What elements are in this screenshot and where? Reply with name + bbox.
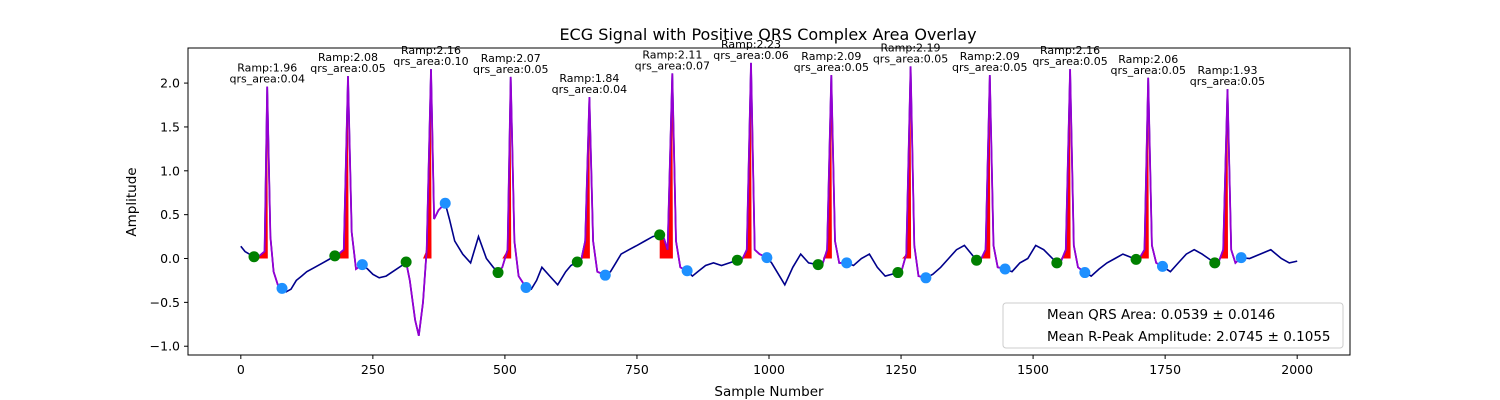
- qrs-area-label-3: qrs_area:0.10: [393, 55, 468, 68]
- x-tick-label-750: 750: [625, 362, 649, 377]
- q-point-11: [1051, 257, 1063, 269]
- legend-entry-qrs-area: Mean QRS Area: 0.0539 ± 0.0146: [1047, 307, 1275, 323]
- s-point-7: [761, 252, 773, 264]
- ecg-signal-line: [240, 62, 1298, 336]
- qrs-area-label-12: qrs_area:0.05: [1111, 64, 1186, 77]
- s-point-4: [520, 281, 532, 293]
- q-point-3: [400, 256, 412, 268]
- qrs-area-fill-4: [498, 76, 512, 259]
- qrs-area-label-6: qrs_area:0.07: [635, 59, 710, 72]
- ramp-label-2: Ramp:2.08: [318, 51, 378, 64]
- s-point-2: [356, 259, 368, 271]
- plot-area: [240, 62, 1298, 336]
- x-axis-label: Sample Number: [714, 384, 824, 400]
- ramp-label-11: Ramp:2.16: [1040, 44, 1100, 57]
- y-tick-label-4: 1.0: [160, 163, 180, 178]
- ramp-label-8: Ramp:2.09: [801, 50, 861, 63]
- qrs-area-label-11: qrs_area:0.05: [1032, 55, 1107, 68]
- x-tick-label-1000: 1000: [753, 362, 785, 377]
- qrs-area-label-10: qrs_area:0.05: [952, 61, 1027, 74]
- qrs-area-label-5: qrs_area:0.04: [552, 83, 627, 96]
- x-axis: 0 250 500 750 1000 1250 1500 1750 2000: [237, 355, 1313, 377]
- s-point-1: [276, 282, 288, 294]
- ramp-label-5: Ramp:1.84: [559, 72, 619, 85]
- y-tick-label-1: −0.5: [150, 295, 180, 310]
- y-axis-label: Amplitude: [124, 167, 140, 236]
- qrs-area-fill-3: [406, 69, 432, 259]
- legend-box: [1002, 302, 1344, 349]
- qrs-segment-11: [1056, 69, 1086, 274]
- ramp-label-1: Ramp:1.96: [237, 62, 297, 75]
- y-tick-label-5: 1.5: [160, 119, 180, 134]
- qrs-area-fill-6: [659, 73, 673, 259]
- s-point-10: [999, 263, 1011, 275]
- q-point-5: [571, 256, 583, 268]
- beat-annotations: Ramp:1.96qrs_area:0.04Ramp:2.08qrs_area:…: [229, 38, 1265, 96]
- qrs-area-fill-1: [254, 86, 268, 259]
- qrs-area-label-8: qrs_area:0.05: [794, 61, 869, 74]
- legend-entry-r-peak: Mean R-Peak Amplitude: 2.0745 ± 0.1055: [1047, 329, 1331, 345]
- s-point-11: [1079, 267, 1091, 279]
- legend: Mean QRS Area: 0.0539 ± 0.0146 Mean R-Pe…: [1002, 302, 1344, 349]
- qrs-segment-3: [405, 69, 446, 336]
- ramp-label-10: Ramp:2.09: [960, 50, 1020, 63]
- q-point-13: [1209, 257, 1221, 269]
- q-point-2: [329, 250, 341, 262]
- qrs-segment-5: [576, 97, 606, 277]
- qrs-area-label-2: qrs_area:0.05: [310, 62, 385, 75]
- s-point-5: [599, 269, 611, 281]
- s-point-13: [1235, 252, 1247, 264]
- x-tick-label-250: 250: [361, 362, 385, 377]
- ramp-label-6: Ramp:2.11: [642, 48, 702, 61]
- x-tick-label-1500: 1500: [1017, 362, 1049, 377]
- qrs-segment-9: [897, 66, 927, 279]
- s-point-12: [1156, 260, 1168, 272]
- ramp-label-3: Ramp:2.16: [401, 44, 461, 57]
- s-point-9: [920, 272, 932, 284]
- x-tick-label-500: 500: [493, 362, 517, 377]
- x-tick-label-1750: 1750: [1149, 362, 1181, 377]
- ramp-label-4: Ramp:2.07: [481, 52, 541, 65]
- qrs-segment-4: [497, 76, 527, 288]
- ramp-label-13: Ramp:1.93: [1197, 64, 1257, 77]
- y-tick-label-3: 0.5: [160, 207, 180, 222]
- s-point-6: [681, 265, 693, 277]
- qrs-segment-7: [737, 62, 768, 262]
- x-tick-label-0: 0: [237, 362, 245, 377]
- x-tick-label-2000: 2000: [1281, 362, 1313, 377]
- q-point-7: [731, 254, 743, 266]
- x-tick-label-1250: 1250: [885, 362, 917, 377]
- chart-title: ECG Signal with Positive QRS Complex Are…: [559, 25, 976, 44]
- y-axis: −1.0 −0.5 0.0 0.5 1.0 1.5 2.0: [150, 76, 188, 354]
- q-point-8: [812, 259, 824, 271]
- q-point-9: [892, 267, 904, 279]
- qrs-segment-10: [976, 75, 1006, 270]
- qrs-area-label-4: qrs_area:0.05: [473, 63, 548, 76]
- s-point-8: [841, 257, 853, 269]
- qrs-segment-1: [253, 86, 283, 289]
- ramp-label-7: Ramp:2.23: [721, 38, 781, 51]
- qrs-area-label-9: qrs_area:0.05: [873, 52, 948, 65]
- y-tick-label-6: 2.0: [160, 76, 180, 91]
- y-tick-label-2: 0.0: [160, 251, 180, 266]
- qrs-area-label-13: qrs_area:0.05: [1190, 75, 1265, 88]
- qrs-area-label-7: qrs_area:0.06: [713, 49, 788, 62]
- s-point-3: [439, 197, 451, 209]
- qrs-segment-2: [334, 76, 363, 271]
- q-point-6: [654, 229, 666, 241]
- qrs-segment-13: [1214, 89, 1242, 265]
- qrs-area-label-1: qrs_area:0.04: [229, 73, 304, 86]
- q-point-12: [1130, 253, 1142, 265]
- qrs-segment-12: [1135, 77, 1163, 268]
- ramp-label-9: Ramp:2.19: [881, 41, 941, 54]
- y-tick-label-0: −1.0: [150, 339, 180, 354]
- qrs-segment-8: [817, 75, 847, 266]
- q-point-4: [492, 267, 504, 279]
- q-point-1: [248, 251, 260, 263]
- ramp-label-12: Ramp:2.06: [1118, 53, 1178, 66]
- q-point-10: [971, 254, 983, 266]
